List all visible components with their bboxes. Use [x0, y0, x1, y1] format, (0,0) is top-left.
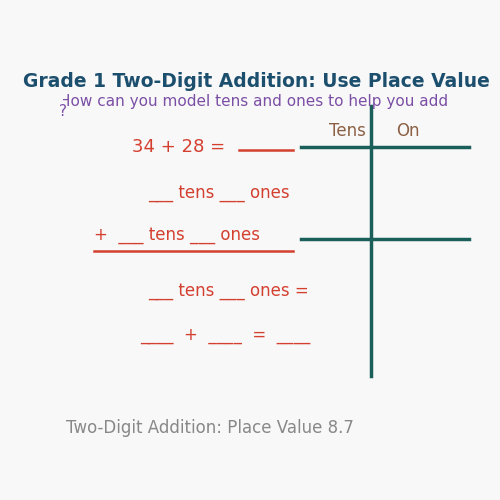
Text: ____  +  ____  =  ____: ____ + ____ = ____	[140, 326, 310, 344]
Text: How can you model tens and ones to help you add tw: How can you model tens and ones to help …	[58, 94, 471, 108]
Text: ___ tens ___ ones: ___ tens ___ ones	[148, 184, 290, 202]
Text: ?: ?	[58, 104, 66, 119]
Text: +  ___ tens ___ ones: + ___ tens ___ ones	[94, 226, 260, 244]
Text: Tens: Tens	[329, 122, 366, 140]
Text: Grade 1 Two-Digit Addition: Use Place Value: Grade 1 Two-Digit Addition: Use Place Va…	[23, 72, 489, 90]
Text: Two-Digit Addition: Place Value 8.7: Two-Digit Addition: Place Value 8.7	[66, 418, 354, 436]
Text: ___ tens ___ ones =: ___ tens ___ ones =	[148, 282, 308, 300]
Text: 34 + 28 =: 34 + 28 =	[132, 138, 231, 156]
Text: On: On	[396, 122, 419, 140]
